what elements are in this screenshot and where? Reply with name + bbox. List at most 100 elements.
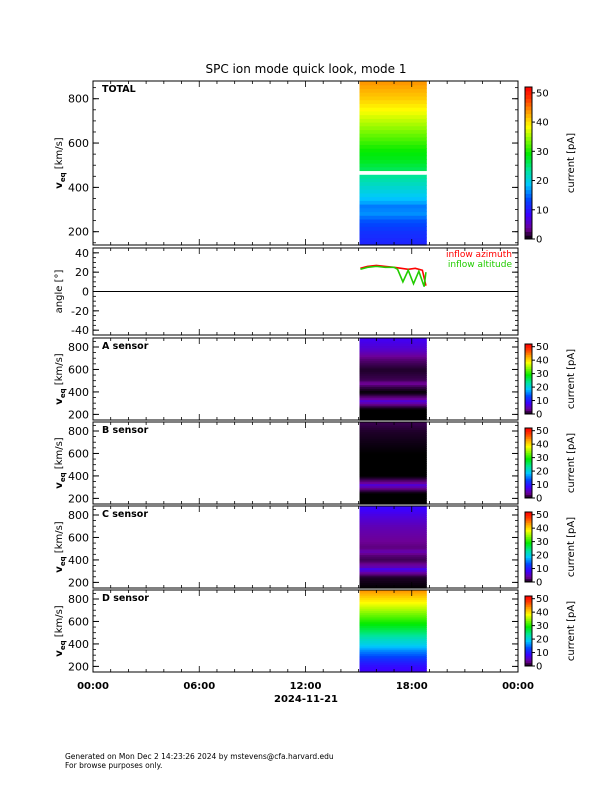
colorbar-cell bbox=[525, 363, 532, 366]
colorbar-cell bbox=[525, 387, 532, 390]
panel-frame bbox=[92, 589, 519, 673]
colorbar-cell bbox=[525, 519, 532, 522]
colorbar-cell bbox=[525, 431, 532, 434]
colorbar-tick-label: 0 bbox=[536, 410, 542, 421]
heatmap-cell-b bbox=[359, 474, 427, 477]
colorbar-cell bbox=[525, 456, 532, 459]
heatmap-cell-c bbox=[359, 569, 427, 572]
colorbar-tick-label: 30 bbox=[536, 621, 549, 632]
heatmap-cell-b bbox=[359, 472, 427, 475]
colorbar-cell bbox=[525, 377, 532, 380]
colorbar-cell bbox=[525, 373, 532, 376]
colorbar-cell bbox=[525, 193, 532, 198]
heatmap-cell-total bbox=[359, 125, 427, 131]
heatmap-cell-b bbox=[359, 448, 427, 451]
colorbar-cell bbox=[525, 496, 532, 499]
heatmap-cell-b bbox=[359, 476, 427, 479]
heatmap-cell-b bbox=[359, 451, 427, 455]
heatmap-cell-b bbox=[359, 464, 427, 468]
heatmap-cell-d bbox=[359, 617, 427, 621]
heatmap-cell-total bbox=[359, 110, 427, 116]
colorbar-cell bbox=[525, 163, 532, 168]
y-tick-label: 200 bbox=[68, 660, 89, 673]
panel-frame bbox=[92, 337, 519, 421]
colorbar-cell bbox=[525, 106, 532, 111]
colorbar-cell bbox=[525, 372, 532, 375]
colorbar-cell bbox=[525, 494, 532, 497]
heatmap-cell-a bbox=[359, 371, 427, 375]
colorbar-cell bbox=[525, 471, 532, 474]
heatmap-cell-total bbox=[359, 118, 427, 123]
heatmap-cell-total bbox=[359, 99, 427, 104]
colorbar-cell bbox=[525, 487, 532, 490]
colorbar-cell bbox=[525, 412, 532, 415]
colorbar-cell bbox=[525, 557, 532, 560]
colorbar-cell bbox=[525, 484, 532, 487]
colorbar-tick-label: 10 bbox=[536, 564, 549, 575]
heatmap-cell-a bbox=[359, 347, 427, 350]
heatmap-cell-d bbox=[359, 597, 427, 600]
colorbar-cell bbox=[525, 344, 532, 347]
colorbar-cell bbox=[525, 536, 532, 539]
heatmap-cell-d bbox=[359, 655, 427, 658]
colorbar-cell bbox=[525, 403, 532, 406]
heatmap-cell-a bbox=[359, 414, 427, 417]
y-tick-label: 400 bbox=[68, 470, 89, 483]
colorbar-cell bbox=[525, 529, 532, 532]
heatmap-cell-d bbox=[359, 649, 427, 653]
colorbar-cell bbox=[525, 438, 532, 441]
heatmap-cell-a bbox=[359, 349, 427, 352]
heatmap-cell-a bbox=[359, 399, 427, 402]
heatmap-cell-d bbox=[359, 634, 427, 638]
colorbar-cell bbox=[525, 653, 532, 656]
heatmap-cell-a bbox=[359, 395, 427, 399]
heatmap-cell-c bbox=[359, 571, 427, 574]
colorbar-cell bbox=[525, 613, 532, 616]
colorbar-cell bbox=[525, 440, 532, 443]
colorbar-cell bbox=[525, 428, 532, 431]
heatmap-cell-c bbox=[359, 548, 427, 552]
colorbar-cell bbox=[525, 526, 532, 529]
colorbar-cell bbox=[525, 408, 532, 411]
colorbar-cell bbox=[525, 622, 532, 625]
colorbar-label: current [pA] bbox=[566, 517, 577, 577]
heatmap-cell-a bbox=[359, 418, 427, 421]
colorbar-cell bbox=[525, 555, 532, 558]
colorbar-cell bbox=[525, 447, 532, 450]
heatmap-cell-a bbox=[359, 367, 427, 371]
colorbar-cell bbox=[525, 482, 532, 485]
heatmap-cell-b bbox=[359, 498, 427, 501]
heatmap-cell-a bbox=[359, 377, 427, 380]
colorbar-cell bbox=[525, 659, 532, 662]
heatmap-cell-b bbox=[359, 429, 427, 432]
colorbar-cell bbox=[525, 466, 532, 469]
colorbar-cell bbox=[525, 571, 532, 574]
heatmap-cell-b bbox=[359, 490, 427, 494]
panel-frame bbox=[92, 421, 519, 505]
heatmap-cell-c bbox=[359, 576, 427, 580]
heatmap-cell-a bbox=[359, 354, 427, 358]
colorbar-cell bbox=[525, 102, 532, 107]
heatmap-cell-d bbox=[359, 631, 427, 634]
colorbar-tick-label: 50 bbox=[536, 88, 549, 99]
heatmap-cell-total bbox=[359, 144, 427, 149]
heatmap-cell-d bbox=[359, 599, 427, 602]
heatmap-cell-b bbox=[359, 477, 427, 481]
heatmap-cell-b bbox=[359, 433, 427, 436]
heatmap-cell-d bbox=[359, 627, 427, 630]
panel-label: C sensor bbox=[102, 509, 148, 520]
colorbar-cell bbox=[525, 489, 532, 492]
colorbar-cell bbox=[525, 618, 532, 621]
heatmap-cell-b bbox=[359, 442, 427, 445]
heatmap-cell-a bbox=[359, 403, 427, 406]
panel-frame bbox=[92, 80, 519, 246]
heatmap-cell-b bbox=[359, 457, 427, 460]
colorbar-cell bbox=[525, 98, 532, 103]
colorbar-cell bbox=[525, 400, 532, 403]
panel-total: 200 400 600 800 veq [km/s] TOTAL 0 10 20 30 40 50 cu… bbox=[54, 80, 577, 246]
colorbar-cell bbox=[525, 223, 532, 229]
